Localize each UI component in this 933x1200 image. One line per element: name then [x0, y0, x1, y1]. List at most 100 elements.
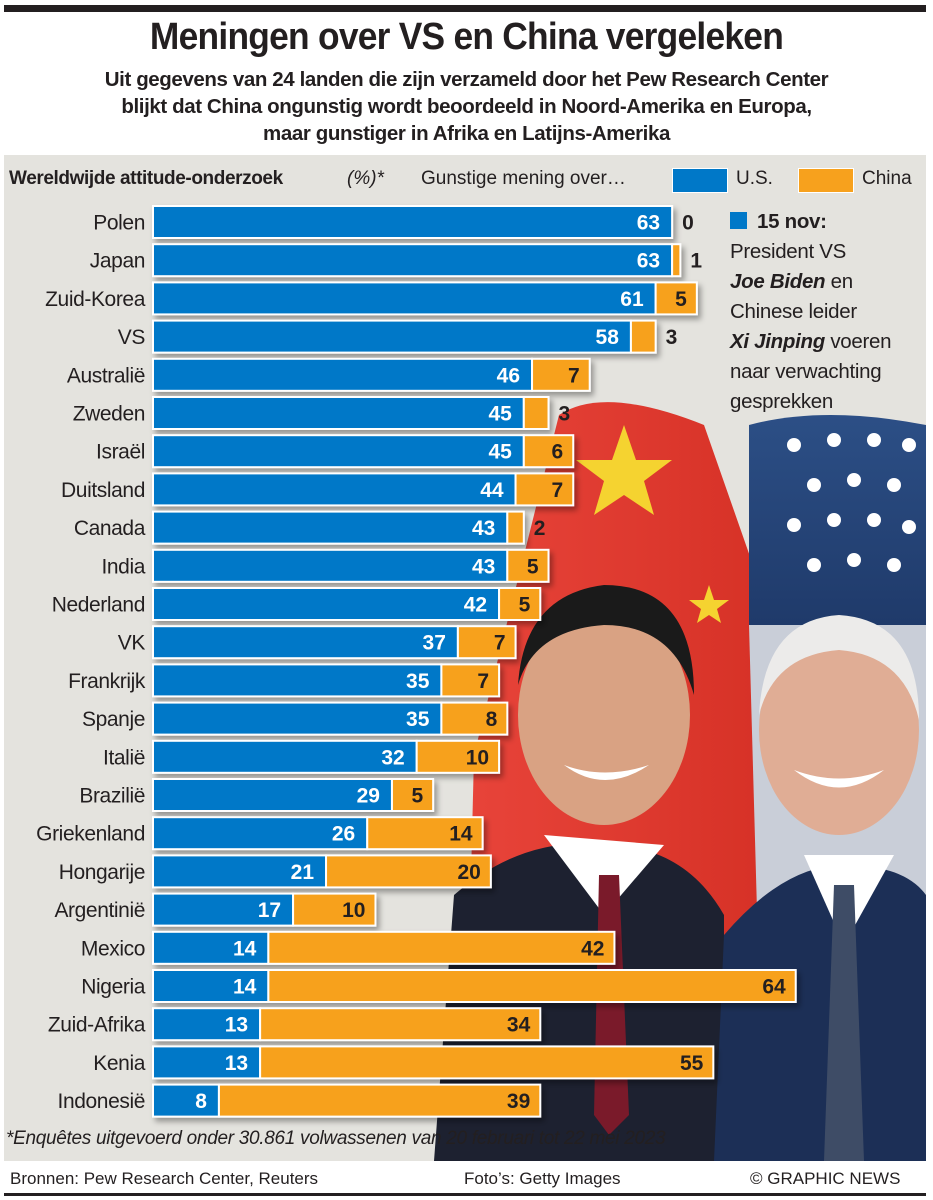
category-label: Zweden	[73, 403, 145, 426]
bar-group	[152, 434, 575, 469]
value-label-china: 0	[682, 212, 694, 235]
bar-china	[259, 1007, 542, 1042]
bar-row: Argentinië 17 10	[54, 892, 377, 927]
category-label: Zuid-Korea	[45, 288, 146, 311]
category-label: Hongarije	[59, 861, 145, 884]
value-label-us: 45	[488, 441, 512, 464]
bar-china	[522, 434, 575, 469]
bar-us	[152, 281, 657, 316]
bar-row: Polen 63 0	[93, 205, 694, 239]
category-label: Mexico	[81, 937, 145, 960]
bar-row: India 43 5	[101, 548, 550, 583]
note-text: voeren	[824, 330, 892, 353]
bar-china	[259, 1045, 715, 1080]
bar-us	[152, 434, 525, 469]
bar-us	[152, 930, 270, 965]
bar-row: Mexico 14 42	[81, 930, 616, 965]
note-line: Chinese leider	[730, 300, 857, 323]
bar-us	[152, 243, 674, 278]
value-label-us: 46	[497, 364, 520, 387]
bar-group	[152, 625, 517, 660]
note-name-xi: Xi Jinping	[730, 330, 825, 353]
bar-group	[152, 587, 542, 621]
bottom-rule	[4, 1193, 926, 1196]
bar-group	[152, 816, 484, 851]
bar-row: Kenia 13 55	[93, 1045, 715, 1080]
category-label: Duitsland	[61, 479, 145, 502]
bar-china	[267, 969, 797, 1003]
bar-row: Nigeria 14 64	[81, 969, 797, 1003]
value-label-us: 44	[480, 479, 504, 502]
value-label-china: 39	[507, 1090, 530, 1113]
value-label-us: 43	[472, 555, 495, 578]
value-label-us: 13	[225, 1052, 248, 1075]
category-label: Indonesië	[58, 1090, 145, 1113]
flag-star-icon	[576, 425, 672, 515]
bar-us	[152, 625, 459, 660]
note-date: 15 nov:	[757, 210, 827, 233]
value-label-china: 7	[552, 479, 564, 502]
value-label-china: 8	[486, 708, 498, 731]
bar-us	[152, 701, 443, 736]
value-label-us: 8	[195, 1090, 207, 1113]
bar-us	[152, 396, 525, 430]
footnote: *Enquêtes uitgevoerd onder 30.861 volwas…	[6, 1128, 666, 1149]
subtitle-line: Uit gegevens van 24 landen die zijn verz…	[104, 68, 829, 91]
page-title: Meningen over VS en China vergeleken	[149, 16, 784, 58]
value-label-china: 55	[680, 1052, 704, 1075]
flag-star-icon	[689, 585, 729, 623]
bar-us	[152, 739, 418, 774]
bar-group	[152, 548, 550, 583]
top-rule	[4, 5, 926, 12]
category-label: Japan	[90, 250, 145, 273]
footer: Bronnen: Pew Research Center, Reuters Fo…	[0, 1161, 933, 1193]
bar-row: VK 37 7	[118, 625, 517, 660]
bar-china	[531, 357, 591, 392]
bar-china	[498, 587, 542, 621]
legend-unit: (%)*	[347, 168, 384, 189]
bar-us	[152, 357, 534, 392]
value-label-china: 3	[559, 403, 571, 426]
category-label: VK	[118, 632, 146, 655]
bar-row: Canada 43 2	[74, 510, 546, 545]
bar-row: Hongarije 21 20	[59, 854, 492, 889]
bar-row: Israël 45 6	[96, 434, 575, 469]
copyright: © GRAPHIC NEWS	[750, 1169, 901, 1188]
note-line: gesprekken	[730, 390, 833, 413]
subtitle-line: maar gunstiger in Afrika en Latijns-Amer…	[263, 122, 670, 145]
value-label-us: 21	[291, 861, 315, 884]
bar-row: Zuid-Afrika 13 34	[48, 1007, 542, 1042]
bar-group	[152, 510, 525, 545]
bar-us	[152, 1045, 262, 1080]
value-label-us: 43	[472, 517, 495, 540]
bar-china	[440, 663, 501, 698]
bar-china	[390, 778, 435, 812]
bar-china	[506, 548, 550, 583]
bar-group	[152, 663, 501, 698]
bar-row: VS 58 3	[118, 319, 677, 354]
value-label-china: 5	[675, 288, 687, 311]
biden-face	[759, 625, 919, 835]
bar-china	[217, 1083, 542, 1118]
category-label: Spanje	[82, 708, 145, 731]
value-label-china: 7	[568, 364, 580, 387]
bar-us	[152, 205, 674, 239]
category-label: Australië	[67, 364, 145, 387]
value-label-us: 26	[332, 823, 355, 846]
subtitle-line: blijkt dat China ongunstig wordt beoorde…	[121, 95, 812, 118]
legend-swatch-china	[798, 168, 854, 193]
category-label: Frankrijk	[68, 670, 146, 693]
bar-group	[152, 892, 377, 927]
subtitle: Uit gegevens van 24 landen die zijn verz…	[0, 66, 933, 147]
category-label: India	[101, 555, 145, 578]
bar-china	[325, 854, 492, 889]
bar-us	[152, 510, 509, 545]
value-label-us: 45	[488, 403, 512, 426]
xi-face	[518, 605, 690, 825]
bar-group	[152, 701, 509, 736]
value-label-china: 1	[690, 250, 702, 273]
value-label-us: 63	[637, 250, 660, 273]
bar-china	[267, 930, 616, 965]
value-label-china: 2	[534, 517, 546, 540]
